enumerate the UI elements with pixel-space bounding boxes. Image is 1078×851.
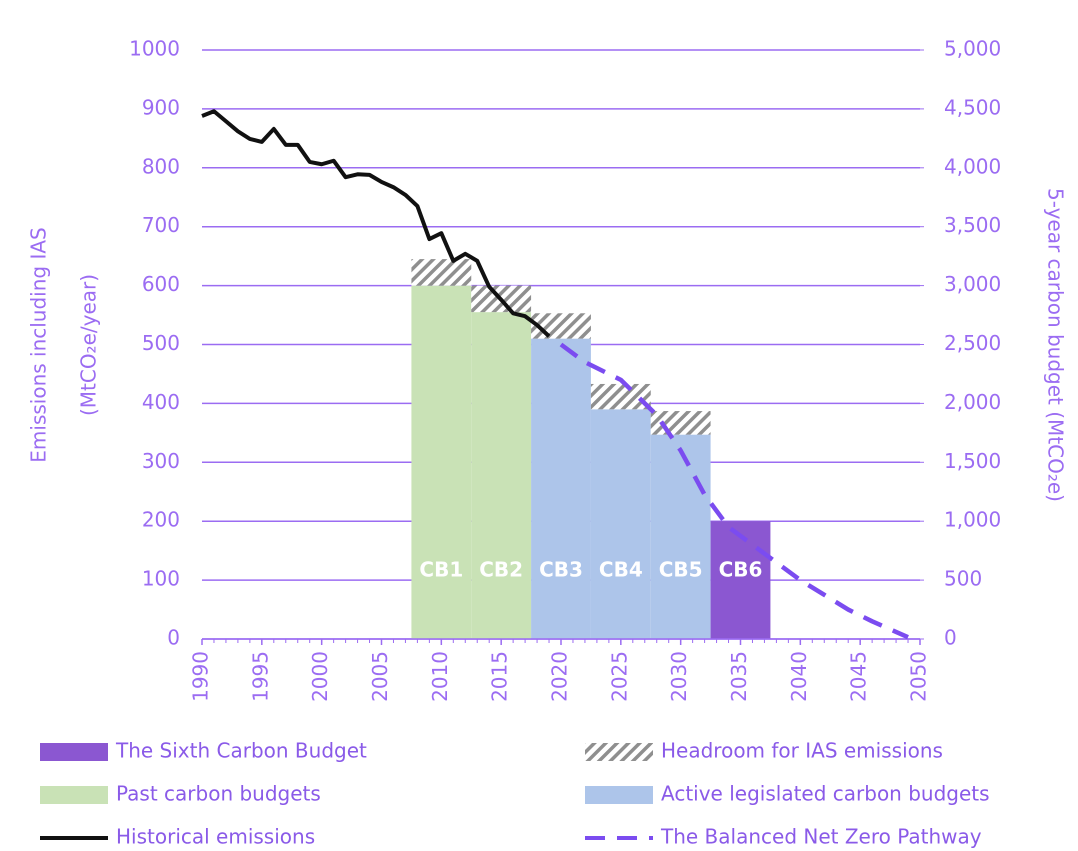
legend-label: Historical emissions xyxy=(116,825,315,849)
legend-label: The Sixth Carbon Budget xyxy=(115,739,367,763)
bar-segment xyxy=(531,313,591,339)
x-tick-label: 2020 xyxy=(548,651,572,702)
legend-label: The Balanced Net Zero Pathway xyxy=(660,825,982,849)
line xyxy=(201,109,551,338)
y2-tick-label: 3,000 xyxy=(944,272,1001,296)
legend-label: Headroom for IAS emissions xyxy=(661,739,943,763)
y2-axis-title: 5-year carbon budget (MtCO₂e) xyxy=(1044,188,1068,502)
bar xyxy=(710,521,771,639)
y-tick-label: 1000 xyxy=(129,37,180,61)
bar xyxy=(411,285,472,639)
dashed-line xyxy=(559,342,909,640)
y2-tick-label: 4,500 xyxy=(944,95,1001,119)
bar-label: CB6 xyxy=(719,558,763,582)
y2-tick-label: 2,500 xyxy=(944,331,1001,355)
x-tick-label: 2010 xyxy=(428,651,452,702)
y-tick-label: 400 xyxy=(142,390,180,414)
legend-label: Active legislated carbon budgets xyxy=(661,782,990,806)
y-axis-title: Emissions including IAS xyxy=(27,227,51,462)
bar xyxy=(590,409,651,639)
x-tick-label: 2005 xyxy=(368,651,392,702)
x-tick-label: 2030 xyxy=(667,651,691,702)
legend-swatch xyxy=(40,786,108,804)
legend-swatch xyxy=(585,743,653,761)
legend-label: Past carbon budgets xyxy=(116,782,321,806)
bar-label: CB1 xyxy=(419,558,463,582)
y-tick-label: 100 xyxy=(142,567,180,591)
y2-tick-label: 5,000 xyxy=(944,37,1001,61)
bar-label: CB5 xyxy=(659,558,703,582)
x-tick-label: 2000 xyxy=(308,651,332,702)
y-tick-label: 0 xyxy=(167,626,180,650)
bar-label: CB4 xyxy=(599,558,643,582)
y2-tick-label: 2,000 xyxy=(944,390,1001,414)
y-tick-label: 200 xyxy=(142,508,180,532)
x-tick-label: 1990 xyxy=(189,651,213,702)
bar xyxy=(471,312,532,639)
y2-tick-label: 4,000 xyxy=(944,154,1001,178)
y2-tick-label: 3,500 xyxy=(944,213,1001,237)
bar-segment xyxy=(411,259,472,286)
y-tick-label: 900 xyxy=(142,95,180,119)
x-tick-label: 2050 xyxy=(907,651,931,702)
y2-tick-label: 1,000 xyxy=(944,508,1001,532)
x-tick-label: 2025 xyxy=(607,651,631,702)
y-tick-label: 700 xyxy=(142,213,180,237)
bar-segment xyxy=(590,383,651,410)
y-tick-label: 600 xyxy=(142,272,180,296)
bar xyxy=(650,434,711,639)
y2-tick-label: 0 xyxy=(944,626,957,650)
x-tick-label: 1995 xyxy=(248,651,272,702)
y-tick-label: 800 xyxy=(142,154,180,178)
y2-tick-label: 500 xyxy=(944,567,982,591)
x-tick-label: 2035 xyxy=(727,651,751,702)
y-tick-label: 300 xyxy=(142,449,180,473)
y2-tick-label: 1,500 xyxy=(944,449,1001,473)
bar-label: CB2 xyxy=(479,558,523,582)
x-tick-label: 2015 xyxy=(488,651,512,702)
x-tick-label: 2045 xyxy=(847,651,871,702)
legend-swatch xyxy=(585,786,653,804)
legend-swatch xyxy=(40,743,108,761)
y-tick-label: 500 xyxy=(142,331,180,355)
bar xyxy=(531,338,591,639)
y-axis-title: (MtCO₂e/year) xyxy=(77,274,101,416)
x-tick-label: 2040 xyxy=(787,651,811,702)
bar-label: CB3 xyxy=(539,558,583,582)
